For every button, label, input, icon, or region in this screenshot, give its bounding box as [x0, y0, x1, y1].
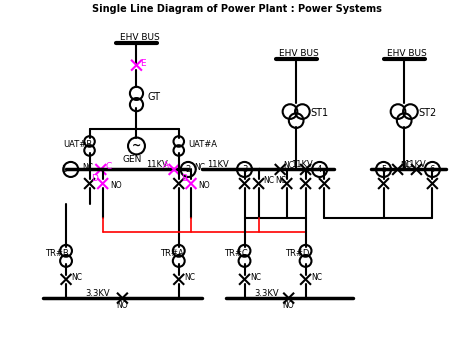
Text: ST1: ST1 [310, 108, 328, 118]
Text: E: E [140, 59, 146, 68]
Text: NC: NC [82, 163, 93, 172]
Text: D: D [91, 174, 98, 183]
Text: TR#A: TR#A [160, 249, 183, 259]
Text: 3.3KV: 3.3KV [85, 289, 109, 298]
Text: 11KV: 11KV [292, 160, 313, 169]
Text: TR#D: TR#D [285, 249, 309, 259]
Text: 11KV: 11KV [404, 160, 426, 169]
Text: 2: 2 [185, 165, 191, 174]
Text: B: B [182, 174, 188, 183]
Text: ~: ~ [132, 141, 141, 151]
Text: 5: 5 [381, 165, 386, 174]
Text: ST2: ST2 [418, 108, 437, 118]
Text: NO: NO [110, 181, 122, 190]
Text: GT: GT [148, 92, 161, 102]
Text: NC: NC [401, 161, 411, 170]
Text: 11KV: 11KV [146, 160, 168, 169]
Text: GEN: GEN [122, 154, 141, 164]
Text: 4: 4 [317, 165, 322, 174]
Text: NC: NC [311, 273, 322, 282]
Text: EHV BUS: EHV BUS [279, 49, 319, 58]
Title: Single Line Diagram of Power Plant : Power Systems: Single Line Diagram of Power Plant : Pow… [92, 4, 382, 14]
Text: 11KV: 11KV [207, 160, 228, 169]
Text: NC: NC [250, 273, 261, 282]
Text: NC: NC [72, 273, 82, 282]
Text: 6: 6 [430, 165, 435, 174]
Text: TR#C: TR#C [224, 249, 247, 259]
Text: NC: NC [263, 176, 274, 185]
Text: UAT#B: UAT#B [63, 140, 92, 149]
Text: EHV BUS: EHV BUS [387, 49, 427, 58]
Text: NO: NO [282, 301, 294, 310]
Text: NC: NC [184, 273, 195, 282]
Text: NC: NC [195, 163, 206, 172]
Text: UAT#A: UAT#A [188, 140, 217, 149]
Text: TR#B: TR#B [46, 249, 69, 259]
Text: NC: NC [283, 161, 294, 170]
Text: NC: NC [275, 176, 286, 185]
Text: 3: 3 [242, 165, 247, 174]
Text: C: C [106, 162, 112, 171]
Text: NO: NO [199, 181, 210, 190]
Text: A: A [163, 161, 169, 170]
Text: 3.3KV: 3.3KV [254, 289, 279, 298]
Text: NO: NO [116, 301, 128, 310]
Text: EHV BUS: EHV BUS [119, 33, 159, 43]
Text: 1: 1 [61, 165, 66, 174]
